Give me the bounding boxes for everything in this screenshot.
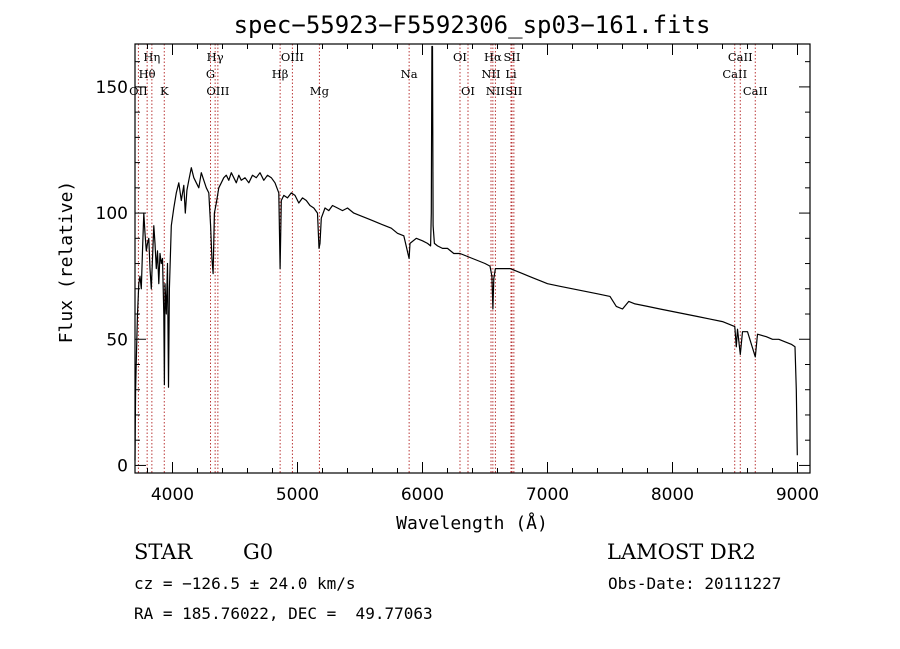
- line-label: Hβ: [272, 67, 289, 81]
- line-marker-group: [137, 44, 756, 473]
- spectrum-line: [134, 45, 798, 461]
- velocity-readout: cz = −126.5 ± 24.0 km/s: [134, 574, 356, 593]
- line-label: Mg: [310, 84, 330, 98]
- x-tick-label: 5000: [276, 485, 319, 505]
- y-tick-label: 0: [117, 456, 128, 476]
- y-axis-title: Flux (relative): [56, 181, 77, 344]
- y-tick-label: 50: [106, 330, 128, 350]
- y-tick-label: 150: [96, 78, 128, 98]
- line-label: K: [160, 84, 169, 98]
- y-axis: 0 50 100 150: [96, 61, 810, 476]
- line-label: G: [206, 67, 215, 81]
- line-label: Hη: [143, 50, 160, 64]
- y-tick-label: 100: [96, 204, 128, 224]
- line-label: OII: [129, 84, 148, 98]
- obs-date: Obs-Date: 20111227: [608, 574, 782, 593]
- line-label: CaII: [728, 50, 753, 64]
- x-axis: 4000 5000 6000 7000 8000 9000: [147, 44, 819, 505]
- line-label: NII: [486, 84, 505, 98]
- coordinates-readout: RA = 185.76022, DEC = 49.77063: [134, 604, 433, 623]
- line-label: NII: [481, 67, 500, 81]
- line-label: Li: [505, 67, 517, 81]
- object-subclass: G0: [243, 540, 274, 564]
- line-label: SII: [504, 50, 521, 64]
- x-axis-title: Wavelength (Å): [396, 512, 548, 534]
- x-tick-label: 9000: [776, 485, 819, 505]
- line-label: OI: [461, 84, 475, 98]
- chart-title: spec−55923−F5592306_sp03−161.fits: [234, 11, 711, 39]
- x-tick-label: 8000: [651, 485, 694, 505]
- line-label: Hγ: [207, 50, 224, 64]
- x-tick-label: 6000: [401, 485, 444, 505]
- object-class: STAR: [134, 540, 193, 564]
- line-label: OIII: [206, 84, 229, 98]
- line-label: OIII: [281, 50, 304, 64]
- line-label: CaII: [743, 84, 768, 98]
- line-label: Hα: [484, 50, 502, 64]
- line-label: SII: [505, 84, 522, 98]
- x-tick-label: 7000: [526, 485, 569, 505]
- survey-name: LAMOST DR2: [607, 540, 756, 564]
- x-tick-label: 4000: [151, 485, 194, 505]
- line-label: CaII: [722, 67, 747, 81]
- line-label: Na: [401, 67, 418, 81]
- line-label: Hθ: [139, 67, 156, 81]
- line-label: OI: [453, 50, 467, 64]
